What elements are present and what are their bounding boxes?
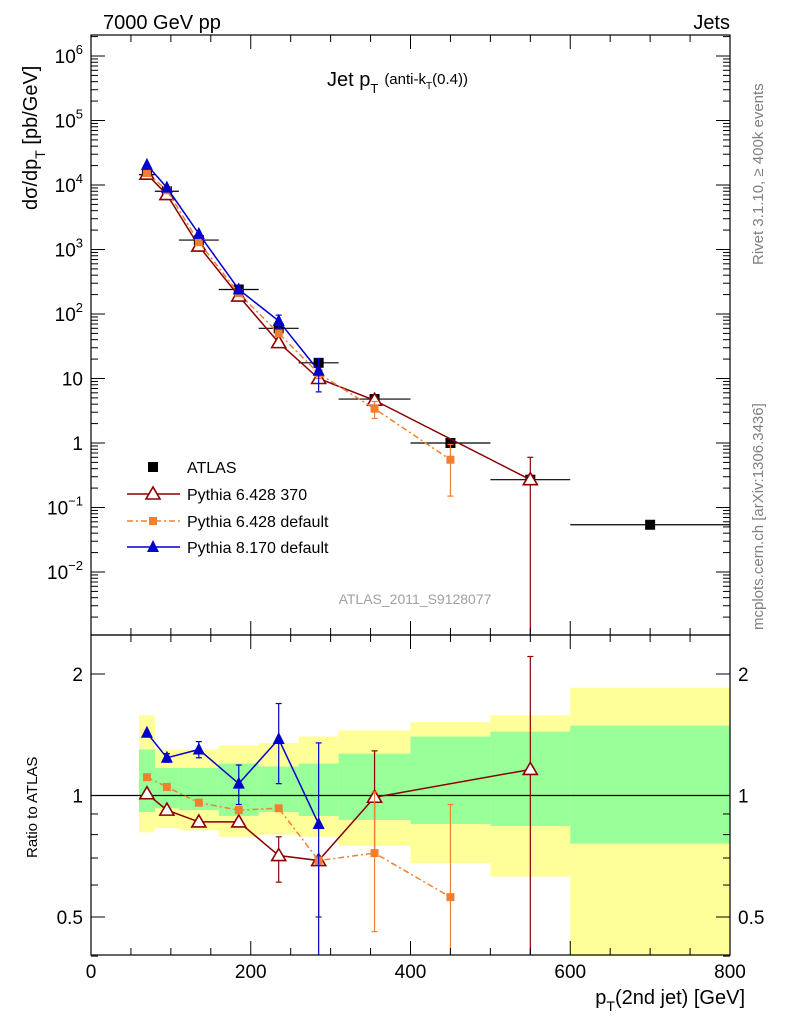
title-paren-sub: T — [426, 81, 432, 92]
x-tick-label: 400 — [395, 962, 427, 983]
ratio-point — [370, 849, 379, 858]
main-panel-series — [138, 157, 730, 635]
ratio-y-tick-label: 0.5 — [57, 908, 83, 929]
main-point — [645, 519, 656, 530]
legend-swatch-marker — [144, 485, 162, 500]
ratio-point — [160, 750, 173, 763]
main-y-tick-label: 106 — [55, 42, 83, 68]
legend-swatch-marker — [148, 462, 158, 472]
title-sub: T — [370, 81, 378, 96]
main-point — [370, 404, 379, 413]
ratio-point — [521, 760, 539, 776]
plot-title: Jet pT(anti-kT(0.4)) — [327, 69, 468, 96]
svg-text:pT(2nd jet) [GeV]: pT(2nd jet) [GeV] — [595, 987, 745, 1014]
ratio-point — [192, 742, 205, 755]
legend-item: Pythia 6.428 370 — [127, 485, 307, 504]
legend: ATLAS Pythia 6.428 370 Pythia 6.428 defaul… — [127, 460, 329, 557]
main-y-tick-label: 102 — [55, 300, 83, 326]
main-y-tick-label: 105 — [55, 107, 83, 133]
ratio-point — [230, 813, 248, 828]
ratio-point — [138, 785, 156, 800]
x-tick-label: 600 — [554, 962, 586, 983]
rivet-version-label: Rivet 3.1.10, ≥ 400k events — [750, 83, 767, 265]
ratio-panel-series — [138, 655, 539, 955]
main-series-2 — [142, 169, 455, 497]
legend-item: Pythia 8.170 default — [127, 540, 329, 557]
main-series-line — [146, 172, 451, 461]
main-y-tick-label: 10−2 — [47, 558, 83, 584]
main-point — [160, 180, 173, 193]
main-series-line — [146, 164, 320, 372]
main-point — [312, 363, 325, 376]
main-point — [194, 238, 203, 247]
ratio-y-tick-label-right: 2 — [738, 665, 749, 686]
ratio-y-tick-label: 2 — [72, 665, 83, 686]
legend-swatch-marker — [147, 540, 159, 552]
main-y-axis-title: dσ/dpT [pb/GeV] — [20, 66, 48, 210]
ratio-point — [140, 725, 153, 738]
main-y-tick-label: 10−1 — [47, 494, 83, 520]
ratio-y-tick-label: 1 — [72, 787, 83, 808]
svg-text:Jet pT(anti-kT(0.4)): Jet pT(anti-kT(0.4)) — [327, 69, 468, 96]
ratio-point — [274, 804, 283, 813]
ratio-y-tick-label-right: 0.5 — [738, 908, 764, 929]
x-tick-label: 800 — [714, 962, 746, 983]
ratio-point — [162, 782, 171, 791]
legend-label: Pythia 6.428 370 — [187, 487, 307, 504]
ratio-point — [312, 816, 325, 829]
ratio-series-line — [146, 776, 451, 898]
legend-label: ATLAS — [187, 460, 237, 477]
title-main: Jet p — [327, 69, 370, 91]
main-y-tick-label: 1 — [72, 434, 83, 455]
x-tick-label: 200 — [235, 962, 267, 983]
main-point — [270, 334, 288, 349]
legend-label: Pythia 6.428 default — [187, 514, 329, 531]
legend-swatch-marker — [149, 517, 157, 525]
main-point — [445, 438, 456, 448]
main-series-3 — [140, 157, 325, 393]
stat-uncertainty-band — [570, 725, 730, 844]
ratio-point — [142, 773, 151, 782]
ratio-point — [270, 846, 288, 862]
main-point — [192, 226, 205, 239]
main-point — [521, 471, 539, 486]
ratio-panel-axes: 0.5 0.5 1 1 2 2 0 200 400 600 800 — [57, 634, 764, 983]
ratio-point — [194, 798, 203, 807]
title-paren-b: (0.4)) — [432, 71, 468, 88]
main-y-tick-label: 104 — [55, 171, 83, 197]
header-energy-label: 7000 GeV pp — [103, 12, 221, 34]
ratio-series-2 — [140, 702, 325, 955]
x-tick-label: 0 — [86, 962, 97, 983]
main-point — [140, 157, 153, 170]
main-point — [232, 282, 245, 295]
ratio-point — [232, 776, 245, 789]
ratio-uncertainty-bands — [91, 687, 730, 957]
ratio-point — [446, 893, 455, 902]
main-series-line — [146, 173, 531, 481]
ratio-point — [234, 806, 243, 815]
ratio-point — [158, 801, 176, 816]
main-point — [446, 455, 455, 464]
title-paren-a: (anti-k — [384, 71, 426, 88]
main-point — [274, 329, 283, 338]
legend-label: Pythia 8.170 default — [187, 540, 329, 557]
ratio-point — [190, 813, 208, 828]
main-point — [272, 313, 285, 326]
ratio-y-axis-title: Ratio to ATLAS — [24, 757, 41, 858]
ratio-point — [272, 732, 285, 745]
x-axis-title: pT(2nd jet) [GeV] — [595, 987, 745, 1014]
svg-text:dσ/dpT [pb/GeV]: dσ/dpT [pb/GeV] — [20, 66, 48, 210]
analysis-id-label: ATLAS_2011_S9128077 — [339, 591, 492, 607]
legend-item: Pythia 6.428 default — [127, 514, 329, 531]
ratio-y-tick-label-right: 1 — [738, 787, 749, 808]
main-point — [142, 169, 151, 178]
main-y-tick-label: 10 — [62, 370, 83, 391]
header-jets-label: Jets — [693, 12, 730, 34]
ratio-series-line — [146, 732, 320, 825]
main-y-tick-label: 103 — [55, 236, 83, 262]
mcplots-label: mcplots.cern.ch [arXiv:1306.3436] — [750, 403, 767, 630]
legend-item: ATLAS — [148, 460, 237, 477]
